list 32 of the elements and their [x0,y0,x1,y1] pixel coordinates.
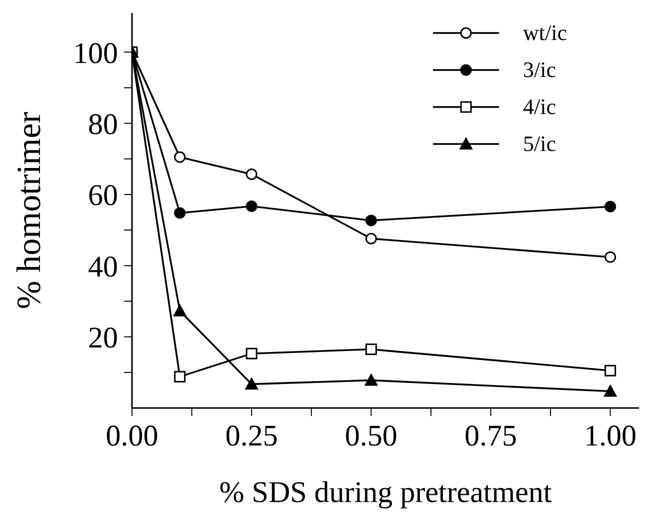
x-tick-label: 0.00 [106,419,158,452]
point [604,251,616,263]
y-tick-label: 60 [88,179,118,212]
y-tick-label: 80 [88,108,118,141]
point [174,207,186,219]
point [604,200,616,212]
point [604,384,617,397]
point [604,364,616,376]
x-tick-label: 0.50 [344,419,398,452]
point [245,378,258,390]
point [365,214,377,226]
legend-label: 5/ic [523,130,556,156]
x-tick-label: 1.00 [584,419,637,452]
point [365,232,377,244]
point [364,374,378,386]
y-tick-label: 100 [73,36,118,70]
point [246,168,258,180]
point [174,370,186,382]
point [173,304,186,316]
point [246,348,258,360]
y-tick-label: 40 [88,250,118,284]
y-axis-title: % homotrimer [11,111,48,310]
legend-label: wt/ic [523,20,567,46]
x-tick-label: 0.75 [464,419,517,452]
legend-label: 4/ic [523,94,556,120]
point [174,151,186,163]
point [246,200,258,212]
legend-label: 3/ic [523,56,556,82]
x-axis-title: % SDS during pretreatment [219,476,552,509]
point [365,344,377,356]
y-tick-label: 20 [88,321,118,354]
x-tick-label: 0.25 [225,419,278,452]
